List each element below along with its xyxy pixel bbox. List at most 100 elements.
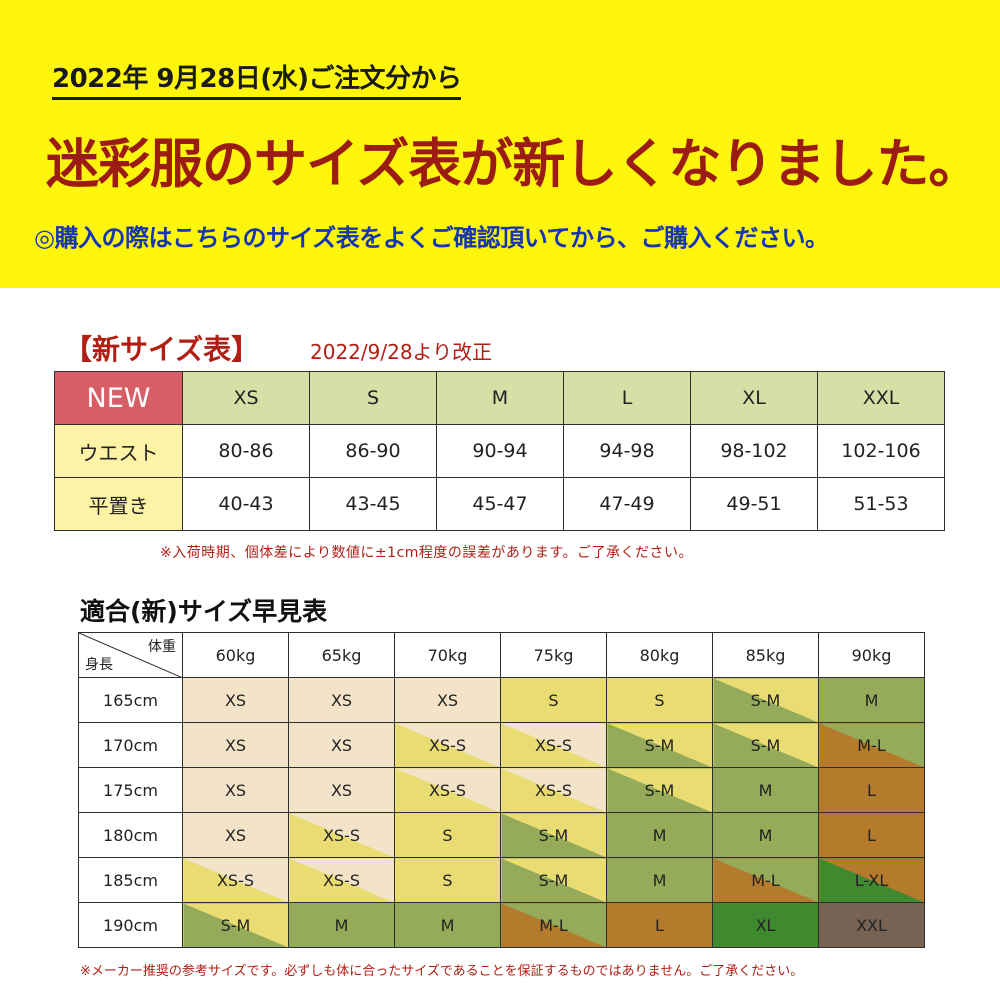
headline: 迷彩服のサイズ表が新しくなりました。: [46, 134, 981, 195]
size-recommendation-cell: S-M: [712, 677, 819, 723]
size-recommendation-cell: S-M: [712, 722, 819, 768]
size-recommendation-cell: S: [500, 677, 607, 723]
size-table-revised-note: 2022/9/28より改正: [310, 340, 493, 364]
size-recommendation-cell: M: [606, 857, 713, 903]
size-recommendation-cell: XS: [182, 812, 289, 858]
measure-cell: 98-102: [690, 424, 818, 478]
size-header-cell: M: [436, 371, 564, 425]
size-recommendation-cell: L: [818, 767, 925, 813]
weight-header-row: 体重 身長 60kg 65kg 70kg 75kg 80kg 85kg 90kg: [78, 632, 925, 678]
height-cell: 185cm: [78, 857, 183, 903]
size-recommendation-cell: S: [394, 857, 501, 903]
size-recommendation-cell: XXL: [818, 902, 925, 948]
size-recommendation-cell: M: [288, 902, 395, 948]
height-cell: 190cm: [78, 902, 183, 948]
size-header-cell: XS: [182, 371, 310, 425]
size-recommendation-cell: M: [712, 812, 819, 858]
size-table-note: ※入荷時期、個体差により数値に±1cm程度の誤差があります。ご了承ください。: [160, 545, 694, 561]
measure-cell: 90-94: [436, 424, 564, 478]
size-recommendation-cell: S-M: [606, 722, 713, 768]
size-recommendation-cell: M: [394, 902, 501, 948]
quick-table-body: 165cm XS XS XS S S S-M M 170cm XS XS XS-S XS-S S-M S-M…: [78, 677, 925, 948]
disclaimer-note: ※メーカー推奨の参考サイズです。必ずしも体に合ったサイズであることを保証するもの…: [80, 964, 804, 979]
quick-size-table: 体重 身長 60kg 65kg 70kg 75kg 80kg 85kg 90kg…: [78, 632, 925, 948]
measure-cell: 49-51: [690, 477, 818, 531]
size-recommendation-cell: S-M: [500, 812, 607, 858]
size-recommendation-cell: XS: [288, 722, 395, 768]
size-recommendation-cell: XS: [394, 677, 501, 723]
quick-table-title: 適合(新)サイズ早見表: [80, 597, 328, 626]
size-recommendation-cell: L: [818, 812, 925, 858]
row-label: 平置き: [54, 477, 183, 531]
size-recommendation-cell: M-L: [712, 857, 819, 903]
measure-cell: 86-90: [309, 424, 437, 478]
size-recommendation-cell: XS: [182, 767, 289, 813]
height-cell: 175cm: [78, 767, 183, 813]
waist-row: ウエスト 80-86 86-90 90-94 94-98 98-102 102-…: [54, 424, 945, 478]
subline: ◎購入の際はこちらのサイズ表をよくご確認頂いてから、ご購入ください。: [34, 224, 829, 252]
measure-cell: 47-49: [563, 477, 691, 531]
effective-date: 2022年 9月28日(水)ご注文分から: [52, 58, 462, 100]
size-recommendation-cell: XS-S: [500, 722, 607, 768]
new-label: NEW: [54, 371, 183, 425]
size-header-cell: XXL: [817, 371, 945, 425]
size-recommendation-cell: L-XL: [818, 857, 925, 903]
size-recommendation-cell: XS-S: [182, 857, 289, 903]
height-row: 170cm XS XS XS-S XS-S S-M S-M M-L: [78, 722, 925, 768]
height-row: 190cm S-M M M M-L L XL XXL: [78, 902, 925, 948]
size-recommendation-cell: XS: [182, 677, 289, 723]
height-cell: 170cm: [78, 722, 183, 768]
weight-header-cell: 75kg: [500, 632, 607, 678]
weight-header-cell: 80kg: [606, 632, 713, 678]
size-recommendation-cell: XS-S: [500, 767, 607, 813]
size-recommendation-cell: M-L: [500, 902, 607, 948]
measure-cell: 43-45: [309, 477, 437, 531]
size-recommendation-cell: XS-S: [394, 767, 501, 813]
size-recommendation-cell: XS-S: [288, 812, 395, 858]
size-header-cell: S: [309, 371, 437, 425]
measure-cell: 45-47: [436, 477, 564, 531]
weight-header-cell: 60kg: [182, 632, 289, 678]
height-row: 180cm XS XS-S S S-M M M L: [78, 812, 925, 858]
size-recommendation-cell: S-M: [606, 767, 713, 813]
size-recommendation-cell: XS-S: [394, 722, 501, 768]
size-recommendation-cell: M-L: [818, 722, 925, 768]
corner-cell: 体重 身長: [78, 632, 183, 678]
size-recommendation-cell: XS-S: [288, 857, 395, 903]
size-recommendation-cell: S: [394, 812, 501, 858]
height-axis-label: 身長: [85, 657, 113, 673]
measure-cell: 102-106: [817, 424, 945, 478]
size-table: NEW XS S M L XL XXL ウエスト 80-86 86-90 90-…: [54, 371, 945, 531]
size-header-row: NEW XS S M L XL XXL: [54, 371, 945, 425]
size-recommendation-cell: S-M: [500, 857, 607, 903]
size-recommendation-cell: XS: [288, 767, 395, 813]
weight-header-cell: 85kg: [712, 632, 819, 678]
height-cell: 165cm: [78, 677, 183, 723]
size-header-cell: L: [563, 371, 691, 425]
flat-width-row: 平置き 40-43 43-45 45-47 47-49 49-51 51-53: [54, 477, 945, 531]
row-label: ウエスト: [54, 424, 183, 478]
measure-cell: 94-98: [563, 424, 691, 478]
measure-cell: 51-53: [817, 477, 945, 531]
diagonal-divider: [79, 633, 183, 678]
size-recommendation-cell: XS: [182, 722, 289, 768]
height-row: 175cm XS XS XS-S XS-S S-M M L: [78, 767, 925, 813]
height-row: 185cm XS-S XS-S S S-M M M-L L-XL: [78, 857, 925, 903]
announcement-banner: 2022年 9月28日(水)ご注文分から 迷彩服のサイズ表が新しくなりました。 …: [0, 0, 1000, 288]
size-recommendation-cell: XL: [712, 902, 819, 948]
weight-header-cell: 70kg: [394, 632, 501, 678]
measure-cell: 80-86: [182, 424, 310, 478]
height-row: 165cm XS XS XS S S S-M M: [78, 677, 925, 723]
size-recommendation-cell: M: [818, 677, 925, 723]
weight-axis-label: 体重: [148, 639, 176, 655]
size-recommendation-cell: S: [606, 677, 713, 723]
size-table-title: 【新サイズ表】: [64, 333, 260, 366]
size-recommendation-cell: XS: [288, 677, 395, 723]
weight-header-cell: 90kg: [818, 632, 925, 678]
size-recommendation-cell: M: [606, 812, 713, 858]
size-header-cell: XL: [690, 371, 818, 425]
weight-header-cell: 65kg: [288, 632, 395, 678]
measure-cell: 40-43: [182, 477, 310, 531]
size-recommendation-cell: S-M: [182, 902, 289, 948]
size-recommendation-cell: M: [712, 767, 819, 813]
